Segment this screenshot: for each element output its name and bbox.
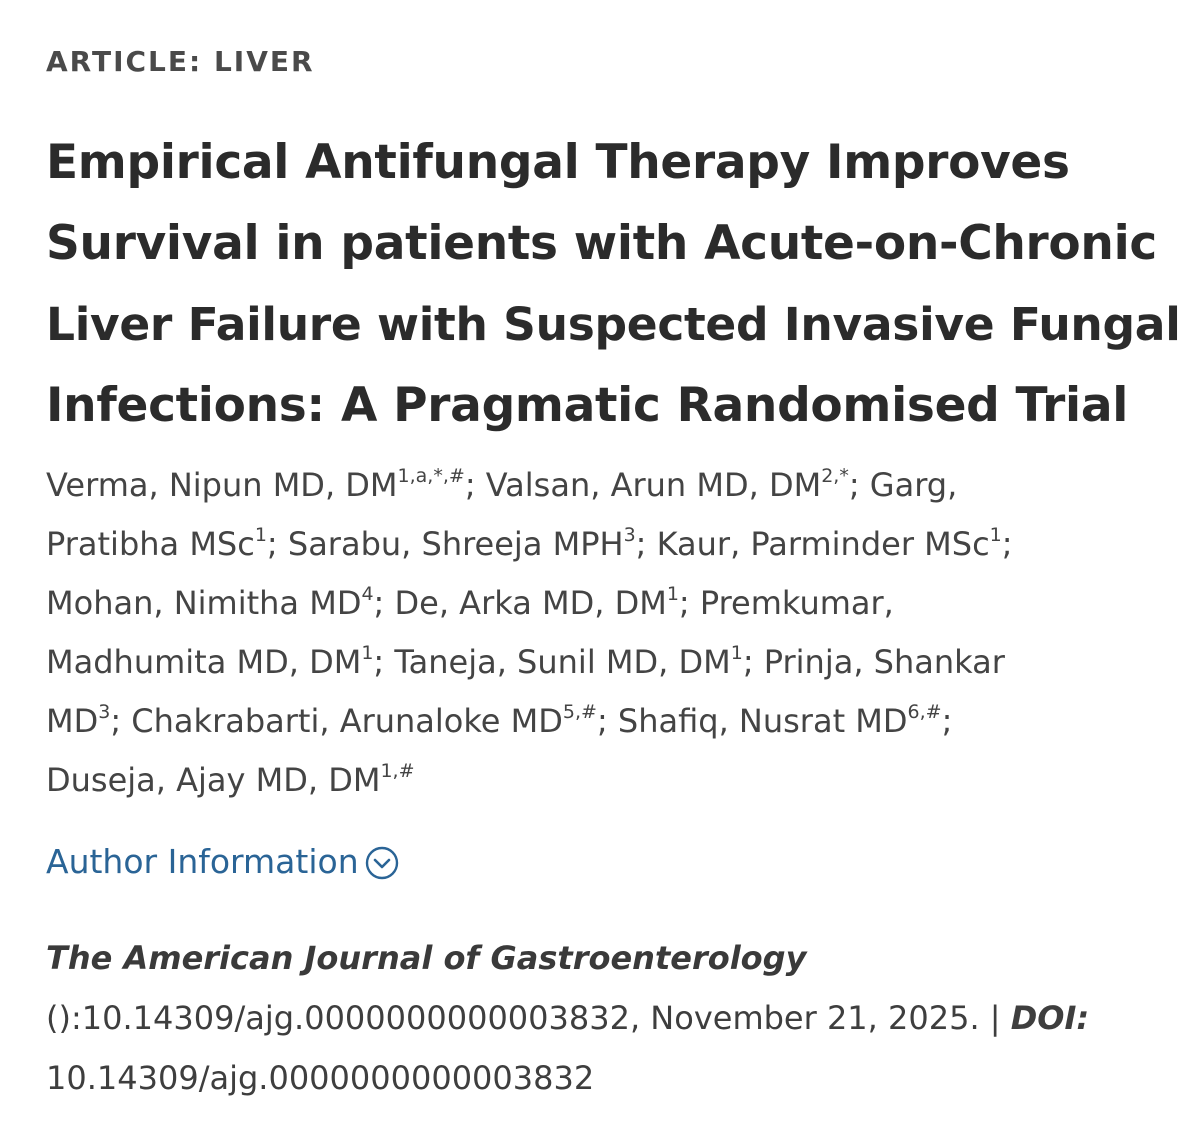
article-title-line: Infections: A Pragmatic Randomised Trial: [46, 378, 1129, 433]
affiliation-marker: 1,a,*,#: [397, 465, 465, 488]
affiliation-marker: 1: [666, 583, 679, 606]
author-separator: ;: [941, 702, 953, 740]
author-name: Mohan, Nimitha MD: [46, 584, 362, 622]
author-name: Madhumita MD, DM: [46, 643, 362, 681]
affiliation-marker: 4: [361, 583, 374, 606]
doi-label: DOI:: [1010, 999, 1090, 1037]
author-information-label[interactable]: Author Information: [46, 842, 359, 881]
author-name: ; Premkumar,: [678, 584, 894, 622]
author-name: ; Sarabu, Shreeja MPH: [266, 525, 624, 563]
citation-line: ():10.14309/ajg.0000000000003832, Novemb…: [46, 988, 1186, 1048]
author-name: ; Valsan, Arun MD, DM: [464, 466, 822, 504]
doi-value[interactable]: 10.14309/ajg.0000000000003832: [46, 1059, 595, 1097]
author-line: Madhumita MD, DM1; Taneja, Sunil MD, DM1…: [46, 633, 1186, 692]
author-name: ; Shafiq, Nusrat MD: [596, 702, 908, 740]
author-name: Duseja, Ajay MD, DM: [46, 761, 381, 799]
author-name: ; Garg,: [848, 466, 958, 504]
affiliation-marker: 2,*: [821, 465, 849, 488]
author-line: Mohan, Nimitha MD4; De, Arka MD, DM1; Pr…: [46, 574, 1186, 633]
author-name: ; Taneja, Sunil MD, DM: [373, 643, 731, 681]
affiliation-marker: 1: [989, 524, 1002, 547]
article-title-line: Empirical Antifungal Therapy Improves: [46, 135, 1070, 190]
affiliation-marker: 1: [254, 524, 267, 547]
author-line: Verma, Nipun MD, DM1,a,*,#; Valsan, Arun…: [46, 456, 1186, 515]
author-line: Duseja, Ajay MD, DM1,#: [46, 751, 1186, 810]
author-list: Verma, Nipun MD, DM1,a,*,#; Valsan, Arun…: [46, 456, 1186, 810]
citation-details: ():10.14309/ajg.0000000000003832, Novemb…: [46, 999, 1011, 1037]
article-type-label: ARTICLE: LIVER: [46, 45, 315, 78]
author-name: MD: [46, 702, 99, 740]
affiliation-marker: 3: [623, 524, 636, 547]
article-title: Empirical Antifungal Therapy Improves Su…: [46, 122, 1186, 446]
affiliation-marker: 1,#: [380, 760, 415, 783]
journal-name[interactable]: The American Journal of Gastroenterology: [46, 939, 807, 977]
affiliation-marker: 3: [98, 701, 111, 724]
affiliation-marker: 6,#: [907, 701, 942, 724]
affiliation-marker: 1: [730, 642, 743, 665]
author-name: ; Kaur, Parminder MSc: [635, 525, 990, 563]
chevron-down-circle-icon[interactable]: [365, 845, 399, 880]
author-separator: ;: [1001, 525, 1013, 563]
author-name: Pratibha MSc: [46, 525, 255, 563]
author-name: ; De, Arka MD, DM: [373, 584, 667, 622]
author-information-toggle[interactable]: Author Information: [46, 838, 399, 886]
author-line: MD3; Chakrabarti, Arunaloke MD5,#; Shafi…: [46, 692, 1186, 751]
author-name: ; Chakrabarti, Arunaloke MD: [110, 702, 563, 740]
affiliation-marker: 1: [361, 642, 374, 665]
author-line: Pratibha MSc1; Sarabu, Shreeja MPH3; Kau…: [46, 515, 1186, 574]
affiliation-marker: 5,#: [562, 701, 597, 724]
author-name: ; Prinja, Shankar: [742, 643, 1005, 681]
author-name: Verma, Nipun MD, DM: [46, 466, 398, 504]
article-title-line: Liver Failure with Suspected Invasive Fu…: [46, 298, 1181, 351]
article-title-line: Survival in patients with Acute-on-Chron…: [46, 216, 1157, 271]
citation-block: The American Journal of Gastroenterology…: [46, 928, 1186, 1108]
